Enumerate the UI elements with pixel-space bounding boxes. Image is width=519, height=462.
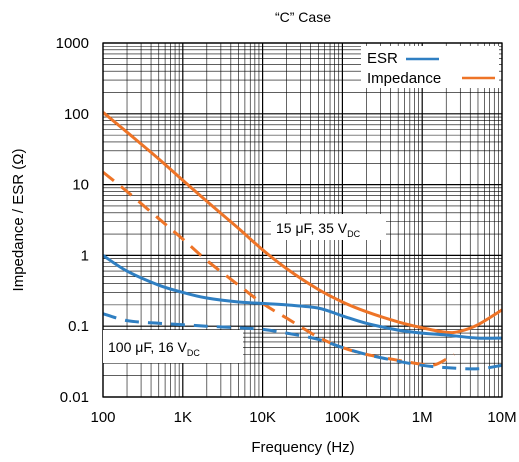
annotation-15uf-main: 15 μF, 35 V	[276, 220, 348, 236]
annotation-100uf-text: 100 μF, 16 VDC	[108, 339, 200, 358]
annotation-100uf-subscript: DC	[187, 348, 200, 358]
y-tick-label: 100	[64, 106, 89, 123]
x-tick-label: 1M	[412, 409, 433, 426]
x-tick-label: 100	[90, 409, 115, 426]
y-tick-labels: 0.01 0.1 1 10 100 1000	[56, 35, 89, 406]
chart-title: “C” Case	[275, 9, 331, 25]
legend: ESR Impedance	[361, 46, 499, 88]
x-tick-labels: 100 1K 10K 100K 1M 10M	[90, 409, 516, 426]
annotation-100uf: 100 μF, 16 VDC	[103, 330, 243, 363]
series-impedance-15uf-line	[103, 111, 502, 335]
x-tick-label: 10M	[487, 409, 516, 426]
annotation-15uf: 15 μF, 35 VDC	[271, 214, 386, 240]
series-layer	[103, 111, 502, 371]
y-tick-label: 10	[72, 177, 89, 194]
x-tick-label: 100K	[325, 409, 360, 426]
annotation-100uf-main: 100 μF, 16 V	[108, 339, 188, 355]
series-esr-15uf-line	[103, 254, 502, 340]
annotation-100uf-box	[103, 330, 243, 363]
plot-frame	[102, 42, 503, 398]
y-tick-label: 0.1	[68, 318, 89, 335]
series-esr-100uf-line	[103, 312, 502, 371]
x-tick-label: 1K	[174, 409, 192, 426]
y-axis-title: Impedance / ESR (Ω)	[10, 149, 27, 292]
y-tick-label: 1	[81, 247, 89, 264]
y-tick-label: 1000	[56, 35, 89, 52]
legend-label-esr: ESR	[367, 50, 398, 67]
y-tick-label: 0.01	[60, 389, 89, 406]
x-axis-title: Frequency (Hz)	[251, 439, 354, 456]
annotation-15uf-text: 15 μF, 35 VDC	[276, 220, 361, 239]
annotation-15uf-subscript: DC	[347, 229, 360, 239]
legend-label-impedance: Impedance	[367, 70, 441, 87]
x-tick-label: 10K	[249, 409, 276, 426]
series-impedance-100uf-line	[103, 170, 455, 367]
annotation-15uf-box	[271, 214, 386, 240]
legend-box	[361, 46, 499, 88]
